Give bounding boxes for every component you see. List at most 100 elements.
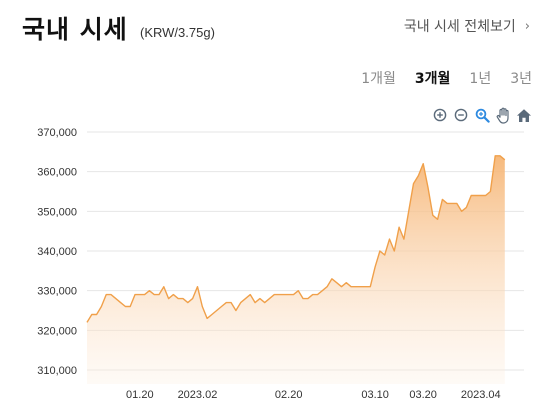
data-point[interactable] xyxy=(243,296,248,301)
data-point[interactable] xyxy=(497,153,502,158)
x-tick-label: 2023.02 xyxy=(178,389,218,401)
data-point[interactable] xyxy=(406,209,411,214)
data-point[interactable] xyxy=(128,304,133,309)
data-point[interactable] xyxy=(291,292,296,297)
data-point[interactable] xyxy=(248,292,253,297)
data-point[interactable] xyxy=(161,284,166,289)
data-point[interactable] xyxy=(401,237,406,242)
data-point[interactable] xyxy=(339,284,344,289)
data-point[interactable] xyxy=(209,312,214,317)
data-point[interactable] xyxy=(190,296,195,301)
data-point[interactable] xyxy=(440,197,445,202)
data-point[interactable] xyxy=(277,292,282,297)
data-point[interactable] xyxy=(142,292,147,297)
data-point[interactable] xyxy=(214,308,219,313)
data-point[interactable] xyxy=(89,312,94,317)
data-point[interactable] xyxy=(281,292,286,297)
period-tab-3m[interactable]: 3개월 xyxy=(414,71,451,87)
data-point[interactable] xyxy=(416,173,421,178)
data-point[interactable] xyxy=(387,237,392,242)
zoom-out-icon[interactable] xyxy=(453,106,469,124)
data-point[interactable] xyxy=(152,292,157,297)
data-point[interactable] xyxy=(262,300,267,305)
home-icon[interactable] xyxy=(516,106,532,124)
data-point[interactable] xyxy=(382,252,387,257)
data-point[interactable] xyxy=(205,316,210,321)
data-point[interactable] xyxy=(483,193,488,198)
data-point[interactable] xyxy=(488,189,493,194)
data-point[interactable] xyxy=(272,292,277,297)
data-point[interactable] xyxy=(329,276,334,281)
data-point[interactable] xyxy=(99,304,104,309)
data-point[interactable] xyxy=(147,288,152,293)
data-point[interactable] xyxy=(301,296,306,301)
data-point[interactable] xyxy=(358,284,363,289)
data-point[interactable] xyxy=(349,284,354,289)
data-point[interactable] xyxy=(296,288,301,293)
data-point[interactable] xyxy=(257,296,262,301)
data-point[interactable] xyxy=(171,292,176,297)
data-point[interactable] xyxy=(449,201,454,206)
data-point[interactable] xyxy=(238,300,243,305)
data-point[interactable] xyxy=(109,292,114,297)
data-point[interactable] xyxy=(320,288,325,293)
view-all-link[interactable]: 국내 시세 전체보기 › xyxy=(404,16,530,36)
data-point[interactable] xyxy=(157,292,162,297)
data-point[interactable] xyxy=(185,300,190,305)
period-tabs: 1개월 3개월 1년 3년 xyxy=(361,68,532,88)
data-point[interactable] xyxy=(473,193,478,198)
data-point[interactable] xyxy=(334,280,339,285)
data-point[interactable] xyxy=(94,312,99,317)
data-point[interactable] xyxy=(464,205,469,210)
data-point[interactable] xyxy=(310,292,315,297)
period-tab-1y[interactable]: 1년 xyxy=(469,71,492,87)
data-point[interactable] xyxy=(493,153,498,158)
data-point[interactable] xyxy=(377,249,382,254)
data-point[interactable] xyxy=(85,320,90,325)
data-point[interactable] xyxy=(454,201,459,206)
data-point[interactable] xyxy=(325,284,330,289)
data-point[interactable] xyxy=(233,308,238,313)
data-point[interactable] xyxy=(469,193,474,198)
data-point[interactable] xyxy=(430,213,435,218)
data-point[interactable] xyxy=(411,181,416,186)
data-point[interactable] xyxy=(305,296,310,301)
pan-hand-icon[interactable] xyxy=(495,106,511,124)
data-point[interactable] xyxy=(267,296,272,301)
data-point[interactable] xyxy=(195,284,200,289)
data-point[interactable] xyxy=(104,292,109,297)
data-point[interactable] xyxy=(425,185,430,190)
period-tab-3y[interactable]: 3년 xyxy=(510,71,532,87)
data-point[interactable] xyxy=(368,284,373,289)
data-point[interactable] xyxy=(253,300,258,305)
data-point[interactable] xyxy=(344,280,349,285)
data-point[interactable] xyxy=(113,296,118,301)
data-point[interactable] xyxy=(421,161,426,166)
data-point[interactable] xyxy=(176,296,181,301)
data-point[interactable] xyxy=(459,209,464,214)
data-point[interactable] xyxy=(137,292,142,297)
data-point[interactable] xyxy=(200,304,205,309)
data-point[interactable] xyxy=(133,292,138,297)
data-point[interactable] xyxy=(445,201,450,206)
data-point[interactable] xyxy=(123,304,128,309)
data-point[interactable] xyxy=(392,249,397,254)
data-point[interactable] xyxy=(397,225,402,230)
zoom-in-icon[interactable] xyxy=(432,106,448,124)
data-point[interactable] xyxy=(315,292,320,297)
data-point[interactable] xyxy=(224,300,229,305)
data-point[interactable] xyxy=(181,296,186,301)
data-point[interactable] xyxy=(353,284,358,289)
data-point[interactable] xyxy=(219,304,224,309)
data-point[interactable] xyxy=(118,300,123,305)
data-point[interactable] xyxy=(502,157,507,162)
data-point[interactable] xyxy=(373,264,378,269)
period-tab-1m[interactable]: 1개월 xyxy=(361,71,396,87)
data-point[interactable] xyxy=(286,292,291,297)
data-point[interactable] xyxy=(478,193,483,198)
data-point[interactable] xyxy=(363,284,368,289)
data-point[interactable] xyxy=(166,296,171,301)
magnify-icon[interactable] xyxy=(474,106,490,124)
data-point[interactable] xyxy=(229,300,234,305)
data-point[interactable] xyxy=(435,217,440,222)
